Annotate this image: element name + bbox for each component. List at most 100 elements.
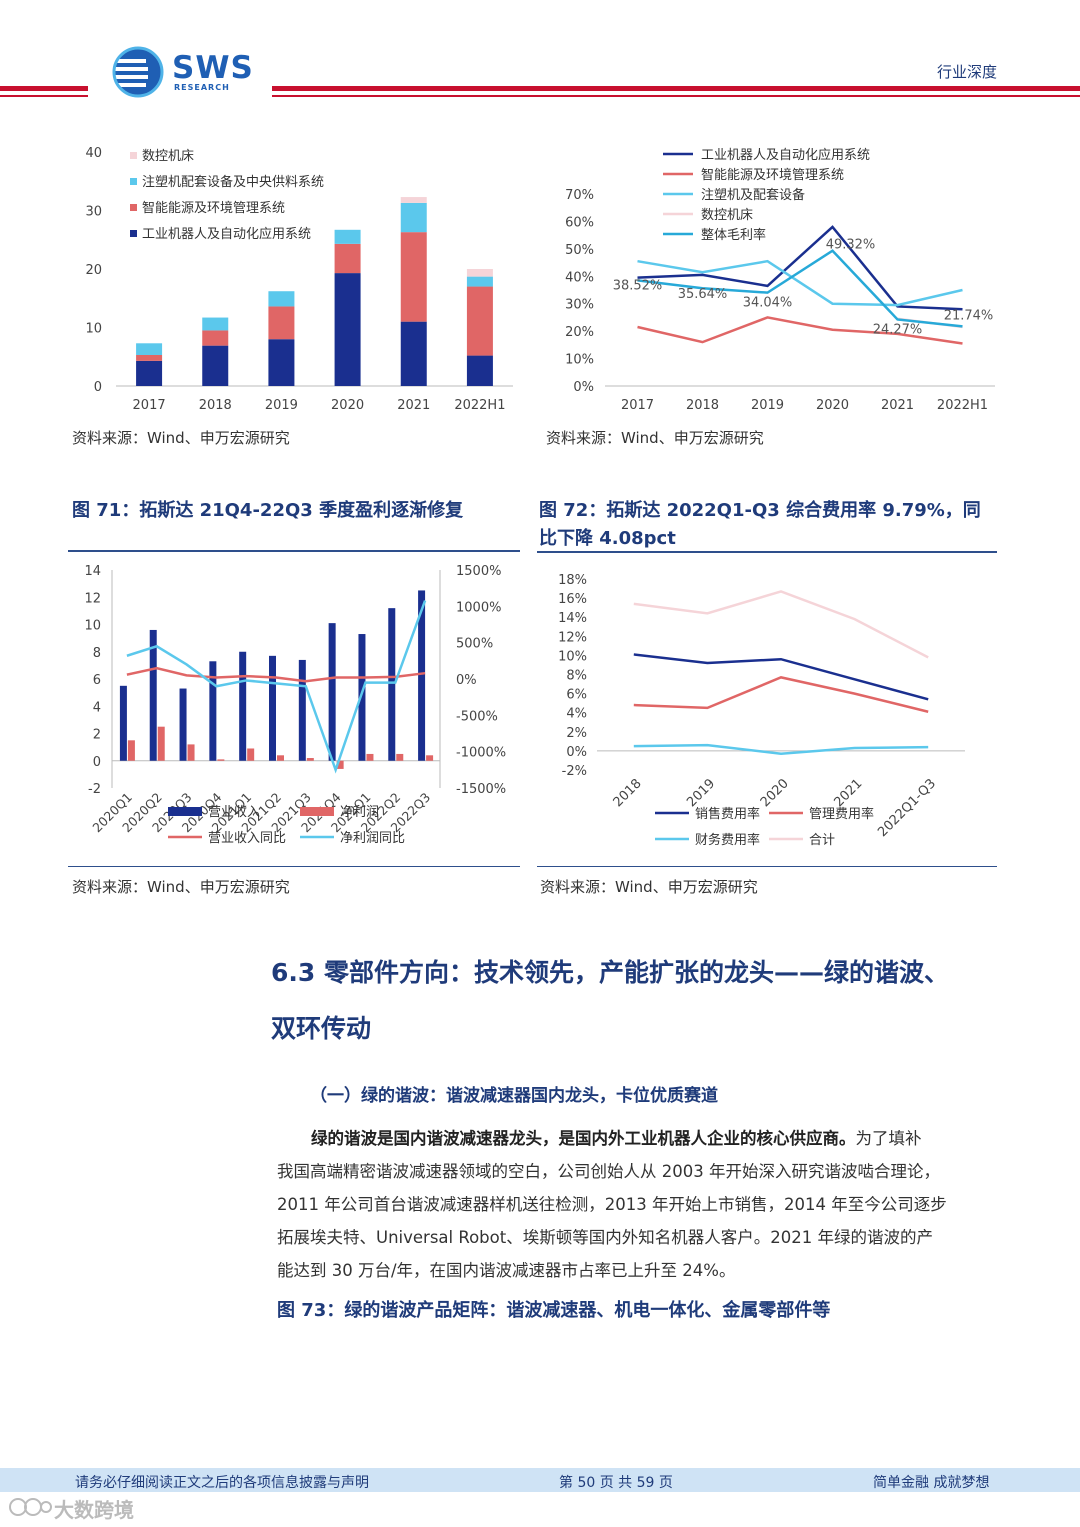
header-rule-right xyxy=(272,86,1080,91)
fig72-title-line1: 图 72：拓斯达 2022Q1-Q3 综合费用率 9.79%，同 xyxy=(539,500,981,521)
bar-segment xyxy=(466,355,493,386)
y-right-tick-label: -500% xyxy=(456,709,498,724)
y-right-tick-label: -1000% xyxy=(456,746,506,761)
header: SWS RESEARCH 行业深度 xyxy=(0,0,1080,105)
revenue-bar xyxy=(298,659,306,761)
data-label: 34.04% xyxy=(743,296,793,311)
y-tick-label: 30 xyxy=(85,205,102,220)
revenue-bar xyxy=(388,608,396,761)
doc-type: 行业深度 xyxy=(937,63,998,81)
bar-segment xyxy=(202,330,229,346)
section-title-line1: 6.3 零部件方向：技术领先，产能扩张的龙头——绿的谐波、 xyxy=(271,958,949,987)
bar-segment xyxy=(334,229,361,244)
y-right-tick-label: -1500% xyxy=(456,782,506,797)
legend-label: 财务费用率 xyxy=(695,832,760,848)
para-line2: 我国高端精密谐波减速器领域的空白，公司创始人从 2003 年开始深入研究谐波啮合… xyxy=(277,1162,940,1181)
x-tick-label: 2022H1 xyxy=(454,398,505,413)
bar-segment xyxy=(466,276,493,287)
sws-logo-icon xyxy=(112,46,164,98)
y-tick-label: 30% xyxy=(565,298,594,313)
fig72-bottom-rule xyxy=(537,866,997,867)
y-left-tick-label: 12 xyxy=(84,591,101,606)
y-tick-label: 20 xyxy=(85,263,102,278)
revenue-structure-stacked-bar-chart: 0 10 20 30 40 2017 2018 2019 2020 2021 2022H1 数控机床注… xyxy=(85,146,513,413)
y-tick-label: 12% xyxy=(558,630,587,645)
para-lead-bold: 绿的谐波是国内谐波减速器龙头，是国内外工业机器人企业的核心供应商。 xyxy=(311,1129,856,1148)
bar-segment xyxy=(466,269,493,277)
header-rule-left xyxy=(0,86,88,91)
profit-bar xyxy=(336,760,344,769)
y-tick-label: 20% xyxy=(565,325,594,340)
series-line xyxy=(633,676,929,713)
y-tick-label: -2% xyxy=(562,764,587,779)
body-paragraph: 绿的谐波是国内谐波减速器龙头，是国内外工业机器人企业的核心供应商。为了填补 我国… xyxy=(277,1122,997,1287)
y-tick-label: 0 xyxy=(94,380,102,395)
y-tick-label: 40% xyxy=(565,270,594,285)
legend-label: 营业收入同比 xyxy=(208,831,286,846)
y-tick-label: 4% xyxy=(566,707,587,722)
legend-swatch xyxy=(130,152,137,159)
legend-label: 管理费用率 xyxy=(809,806,874,822)
x-tick-label: 2020 xyxy=(816,398,849,413)
bar-segment xyxy=(202,345,229,386)
profit-bar xyxy=(396,753,404,761)
revenue-bar xyxy=(119,685,127,761)
y-tick-label: 10% xyxy=(558,649,587,664)
subsection-title: （一）绿的谐波：谐波减速器国内龙头，卡位优质赛道 xyxy=(310,1086,718,1106)
legend-label: 净利润同比 xyxy=(340,831,405,846)
legend-label: 销售费用率 xyxy=(695,806,760,822)
x-tick-label: 2021 xyxy=(881,398,914,413)
para-line4: 拓展埃夫特、Universal Robot、埃斯顿等国内外知名机器人客户。202… xyxy=(277,1228,933,1247)
legend-label: 注塑机配套设备及中央供料系统 xyxy=(142,174,324,190)
series-line xyxy=(637,316,963,345)
data-label: 21.74% xyxy=(944,308,994,323)
series-line xyxy=(637,259,963,307)
revenue-bar xyxy=(418,590,426,761)
x-tick-label: 2022Q1-Q3 xyxy=(875,776,939,840)
y-left-tick-label: 4 xyxy=(93,700,101,715)
y-tick-label: 0% xyxy=(573,380,594,395)
bar-segment xyxy=(400,232,427,322)
profit-bar xyxy=(127,740,135,761)
y-tick-label: 10 xyxy=(85,322,102,337)
y-right-tick-label: 1500% xyxy=(456,564,501,579)
series-line xyxy=(637,225,963,311)
legend-swatch xyxy=(168,807,202,816)
y-left-tick-label: 2 xyxy=(93,728,101,743)
bar-segment xyxy=(136,343,163,355)
revenue-bar xyxy=(179,688,187,761)
series-line xyxy=(637,249,963,328)
yoy-line xyxy=(126,600,427,774)
footer-disclaimer: 请务必仔细阅读正文之后的各项信息披露与声明 xyxy=(75,1475,369,1491)
legend-label: 智能能源及环境管理系统 xyxy=(142,201,285,216)
bar-segment xyxy=(334,273,361,386)
legend-label: 数控机床 xyxy=(701,208,753,223)
x-tick-label: 2017 xyxy=(621,398,654,413)
header-rule-right-thin xyxy=(272,95,1080,97)
profit-bar xyxy=(247,748,255,761)
profit-bar xyxy=(217,759,225,761)
legend-label: 工业机器人及自动化应用系统 xyxy=(142,226,311,242)
revenue-bar xyxy=(328,623,336,761)
header-rule-left-thin xyxy=(0,95,88,97)
y-tick-label: 8% xyxy=(566,669,587,684)
fig71-source: 资料来源：Wind、申万宏源研究 xyxy=(72,878,290,896)
x-tick-label: 2021 xyxy=(397,398,430,413)
y-left-tick-label: -2 xyxy=(88,782,101,797)
revenue-bar xyxy=(209,661,217,761)
x-tick-label: 2018 xyxy=(611,776,645,810)
fig72-title-line2: 比下降 4.08pct xyxy=(539,528,676,549)
profit-bar xyxy=(157,726,165,761)
y-right-tick-label: 0% xyxy=(456,673,477,688)
bar-segment xyxy=(400,197,427,203)
footer-slogan: 简单金融 成就梦想 xyxy=(873,1475,990,1491)
legend-label: 净利润 xyxy=(340,805,379,820)
x-tick-label: 2021 xyxy=(831,776,865,810)
series-line xyxy=(633,743,929,756)
expense-ratio-line-chart: -2% 0% 2% 4% 6% 8% 10% 12% 14% 16% 18% 2018 2019 2020… xyxy=(558,573,965,848)
bar-segment xyxy=(268,306,295,340)
bar-segment xyxy=(466,286,493,356)
profit-bar xyxy=(187,744,195,761)
bar-segment xyxy=(202,317,229,331)
y-left-tick-label: 0 xyxy=(93,755,101,770)
